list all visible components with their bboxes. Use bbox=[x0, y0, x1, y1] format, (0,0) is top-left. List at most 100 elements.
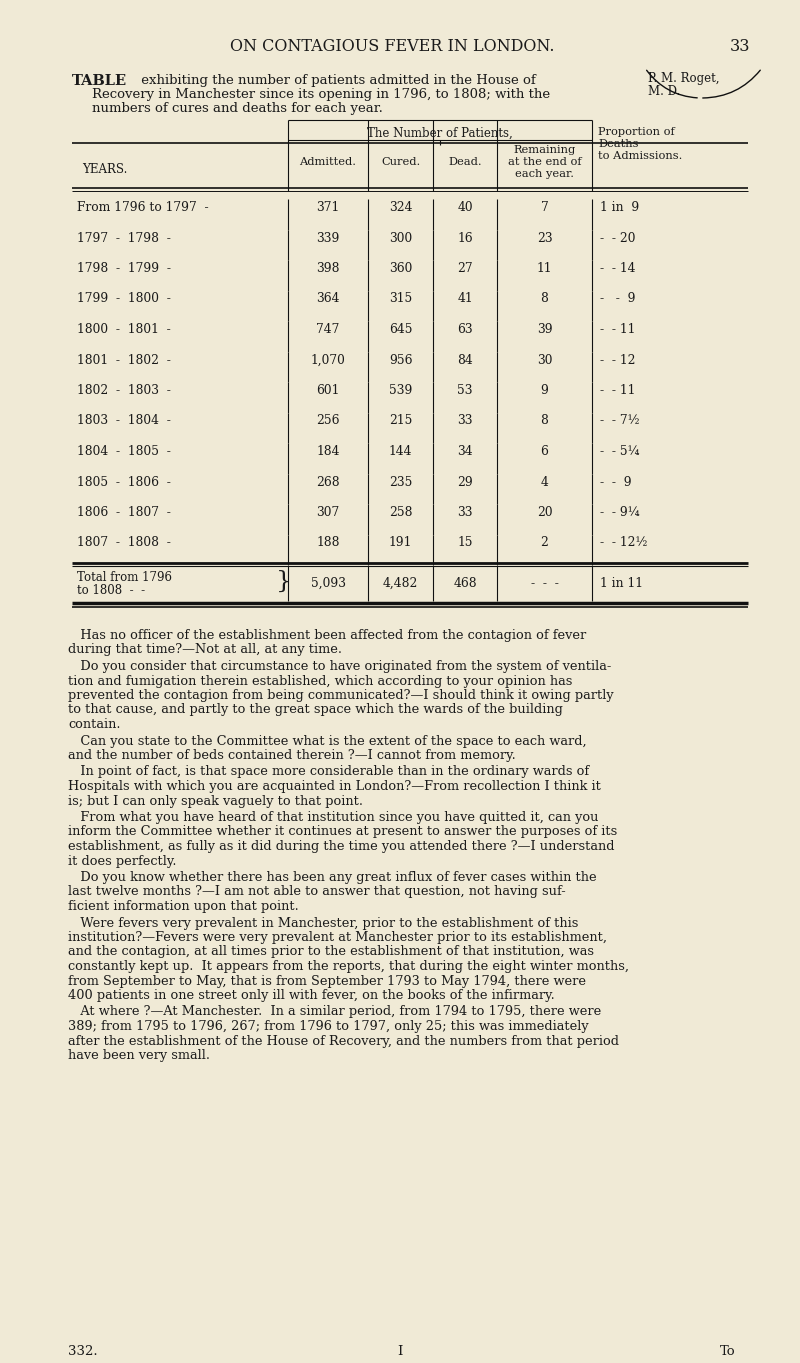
Text: Total from 1796: Total from 1796 bbox=[77, 571, 172, 583]
Text: after the establishment of the House of Recovery, and the numbers from that peri: after the establishment of the House of … bbox=[68, 1035, 619, 1048]
Text: 1802  -  1803  -: 1802 - 1803 - bbox=[77, 384, 171, 397]
Text: 34: 34 bbox=[457, 444, 473, 458]
Text: -  - 12½: - - 12½ bbox=[600, 537, 647, 549]
Text: 1,070: 1,070 bbox=[310, 353, 346, 367]
Text: -  - 7½: - - 7½ bbox=[600, 414, 639, 428]
Text: YEARS.: YEARS. bbox=[82, 164, 127, 176]
Text: 40: 40 bbox=[457, 200, 473, 214]
Text: }: } bbox=[276, 570, 292, 593]
Text: 315: 315 bbox=[389, 293, 412, 305]
Text: 215: 215 bbox=[389, 414, 412, 428]
Text: and the contagion, at all times prior to the establishment of that institution, : and the contagion, at all times prior to… bbox=[68, 946, 594, 958]
Text: 364: 364 bbox=[316, 293, 340, 305]
Text: 1 in  9: 1 in 9 bbox=[600, 200, 639, 214]
Text: -  - 20: - - 20 bbox=[600, 232, 635, 244]
Text: M. D.: M. D. bbox=[648, 85, 680, 98]
Text: prevented the contagion from being communicated?—I should think it owing partly: prevented the contagion from being commu… bbox=[68, 690, 614, 702]
Text: 4,482: 4,482 bbox=[383, 577, 418, 590]
Text: at the end of: at the end of bbox=[508, 157, 582, 168]
Text: 7: 7 bbox=[541, 200, 548, 214]
Text: -  - 11: - - 11 bbox=[600, 323, 635, 337]
Text: tion and fumigation therein established, which according to your opinion has: tion and fumigation therein established,… bbox=[68, 675, 572, 687]
Text: Do you consider that circumstance to have originated from the system of ventila-: Do you consider that circumstance to hav… bbox=[68, 660, 611, 673]
Text: numbers of cures and deaths for each year.: numbers of cures and deaths for each yea… bbox=[92, 102, 383, 114]
Text: To: To bbox=[719, 1345, 735, 1358]
Text: establishment, as fully as it did during the time you attended there ?—I underst: establishment, as fully as it did during… bbox=[68, 840, 614, 853]
Text: P. M. Roget,: P. M. Roget, bbox=[648, 72, 719, 85]
Text: 11: 11 bbox=[537, 262, 552, 275]
Text: 16: 16 bbox=[457, 232, 473, 244]
Text: TABLE: TABLE bbox=[72, 74, 127, 89]
Text: -  - 11: - - 11 bbox=[600, 384, 635, 397]
Text: Were fevers very prevalent in Manchester, prior to the establishment of this: Were fevers very prevalent in Manchester… bbox=[68, 916, 578, 930]
Text: Recovery in Manchester since its opening in 1796, to 1808; with the: Recovery in Manchester since its opening… bbox=[92, 89, 550, 101]
Text: 23: 23 bbox=[537, 232, 552, 244]
Text: 188: 188 bbox=[316, 537, 340, 549]
Text: 2: 2 bbox=[541, 537, 549, 549]
Text: last twelve months ?—I am not able to answer that question, not having suf-: last twelve months ?—I am not able to an… bbox=[68, 886, 566, 898]
Text: In point of fact, is that space more considerable than in the ordinary wards of: In point of fact, is that space more con… bbox=[68, 766, 589, 778]
Text: to Admissions.: to Admissions. bbox=[598, 151, 682, 161]
Text: 324: 324 bbox=[389, 200, 412, 214]
Text: 30: 30 bbox=[537, 353, 552, 367]
Text: 268: 268 bbox=[316, 476, 340, 488]
Text: 389; from 1795 to 1796, 267; from 1796 to 1797, only 25; this was immediately: 389; from 1795 to 1796, 267; from 1796 t… bbox=[68, 1020, 589, 1033]
Text: -  - 14: - - 14 bbox=[600, 262, 635, 275]
Text: -  -  9: - - 9 bbox=[600, 476, 632, 488]
Text: Admitted.: Admitted. bbox=[299, 157, 357, 168]
Text: ficient information upon that point.: ficient information upon that point. bbox=[68, 900, 298, 913]
Text: 400 patients in one street only ill with fever, on the books of the infirmary.: 400 patients in one street only ill with… bbox=[68, 990, 554, 1002]
Text: 371: 371 bbox=[316, 200, 340, 214]
Text: each year.: each year. bbox=[515, 169, 574, 179]
Text: 15: 15 bbox=[458, 537, 473, 549]
Text: -   -  9: - - 9 bbox=[600, 293, 635, 305]
Text: 41: 41 bbox=[457, 293, 473, 305]
Text: 1805  -  1806  -: 1805 - 1806 - bbox=[77, 476, 171, 488]
Text: 747: 747 bbox=[316, 323, 340, 337]
Text: 235: 235 bbox=[389, 476, 412, 488]
Text: -  - 5¼: - - 5¼ bbox=[600, 444, 639, 458]
Text: 258: 258 bbox=[389, 506, 412, 519]
Text: 84: 84 bbox=[457, 353, 473, 367]
Text: 33: 33 bbox=[730, 38, 750, 55]
Text: Cured.: Cured. bbox=[381, 157, 420, 168]
Text: institution?—Fevers were very prevalent at Manchester prior to its establishment: institution?—Fevers were very prevalent … bbox=[68, 931, 607, 945]
Text: it does perfectly.: it does perfectly. bbox=[68, 855, 177, 867]
Text: 539: 539 bbox=[389, 384, 412, 397]
Text: Has no officer of the establishment been affected from the contagion of fever: Has no officer of the establishment been… bbox=[68, 628, 586, 642]
Text: is; but I can only speak vaguely to that point.: is; but I can only speak vaguely to that… bbox=[68, 795, 363, 807]
Text: Remaining: Remaining bbox=[514, 144, 576, 155]
Text: 300: 300 bbox=[389, 232, 412, 244]
Text: 256: 256 bbox=[316, 414, 340, 428]
Text: 468: 468 bbox=[453, 577, 477, 590]
Text: 398: 398 bbox=[316, 262, 340, 275]
Text: At where ?—At Manchester.  In a similar period, from 1794 to 1795, there were: At where ?—At Manchester. In a similar p… bbox=[68, 1006, 602, 1018]
Text: constantly kept up.  It appears from the reports, that during the eight winter m: constantly kept up. It appears from the … bbox=[68, 960, 629, 973]
Text: 144: 144 bbox=[389, 444, 412, 458]
Text: 332.: 332. bbox=[68, 1345, 98, 1358]
Text: 1804  -  1805  -: 1804 - 1805 - bbox=[77, 444, 171, 458]
Text: contain.: contain. bbox=[68, 718, 121, 731]
Text: 27: 27 bbox=[457, 262, 473, 275]
Text: 307: 307 bbox=[316, 506, 340, 519]
Text: 29: 29 bbox=[457, 476, 473, 488]
Text: 53: 53 bbox=[458, 384, 473, 397]
Text: 9: 9 bbox=[541, 384, 549, 397]
Text: 184: 184 bbox=[316, 444, 340, 458]
Text: Can you state to the Committee what is the extent of the space to each ward,: Can you state to the Committee what is t… bbox=[68, 735, 586, 747]
Text: -  - 12: - - 12 bbox=[600, 353, 635, 367]
Text: 1797  -  1798  -: 1797 - 1798 - bbox=[77, 232, 171, 244]
Text: 601: 601 bbox=[316, 384, 340, 397]
Text: 1803  -  1804  -: 1803 - 1804 - bbox=[77, 414, 171, 428]
Text: Deaths: Deaths bbox=[598, 139, 638, 149]
Text: 33: 33 bbox=[458, 414, 473, 428]
Text: from September to May, that is from September 1793 to May 1794, there were: from September to May, that is from Sept… bbox=[68, 975, 586, 988]
Text: have been very small.: have been very small. bbox=[68, 1050, 210, 1062]
Text: 8: 8 bbox=[541, 414, 549, 428]
Text: Do you know whether there has been any great influx of fever cases within the: Do you know whether there has been any g… bbox=[68, 871, 597, 885]
Text: and the number of beds contained therein ?—I cannot from memory.: and the number of beds contained therein… bbox=[68, 750, 516, 762]
Text: -  -  -: - - - bbox=[530, 577, 558, 590]
Text: 20: 20 bbox=[537, 506, 552, 519]
Text: 6: 6 bbox=[541, 444, 549, 458]
Text: Proportion of: Proportion of bbox=[598, 127, 674, 138]
